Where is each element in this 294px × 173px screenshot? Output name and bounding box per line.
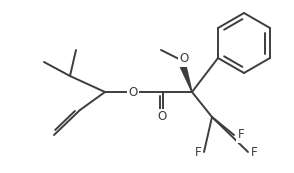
Text: O: O — [128, 85, 138, 98]
Text: O: O — [179, 52, 189, 66]
Text: O: O — [157, 111, 167, 124]
Text: F: F — [251, 145, 257, 158]
Text: F: F — [238, 129, 244, 142]
Text: F: F — [195, 145, 201, 158]
Polygon shape — [179, 62, 192, 92]
